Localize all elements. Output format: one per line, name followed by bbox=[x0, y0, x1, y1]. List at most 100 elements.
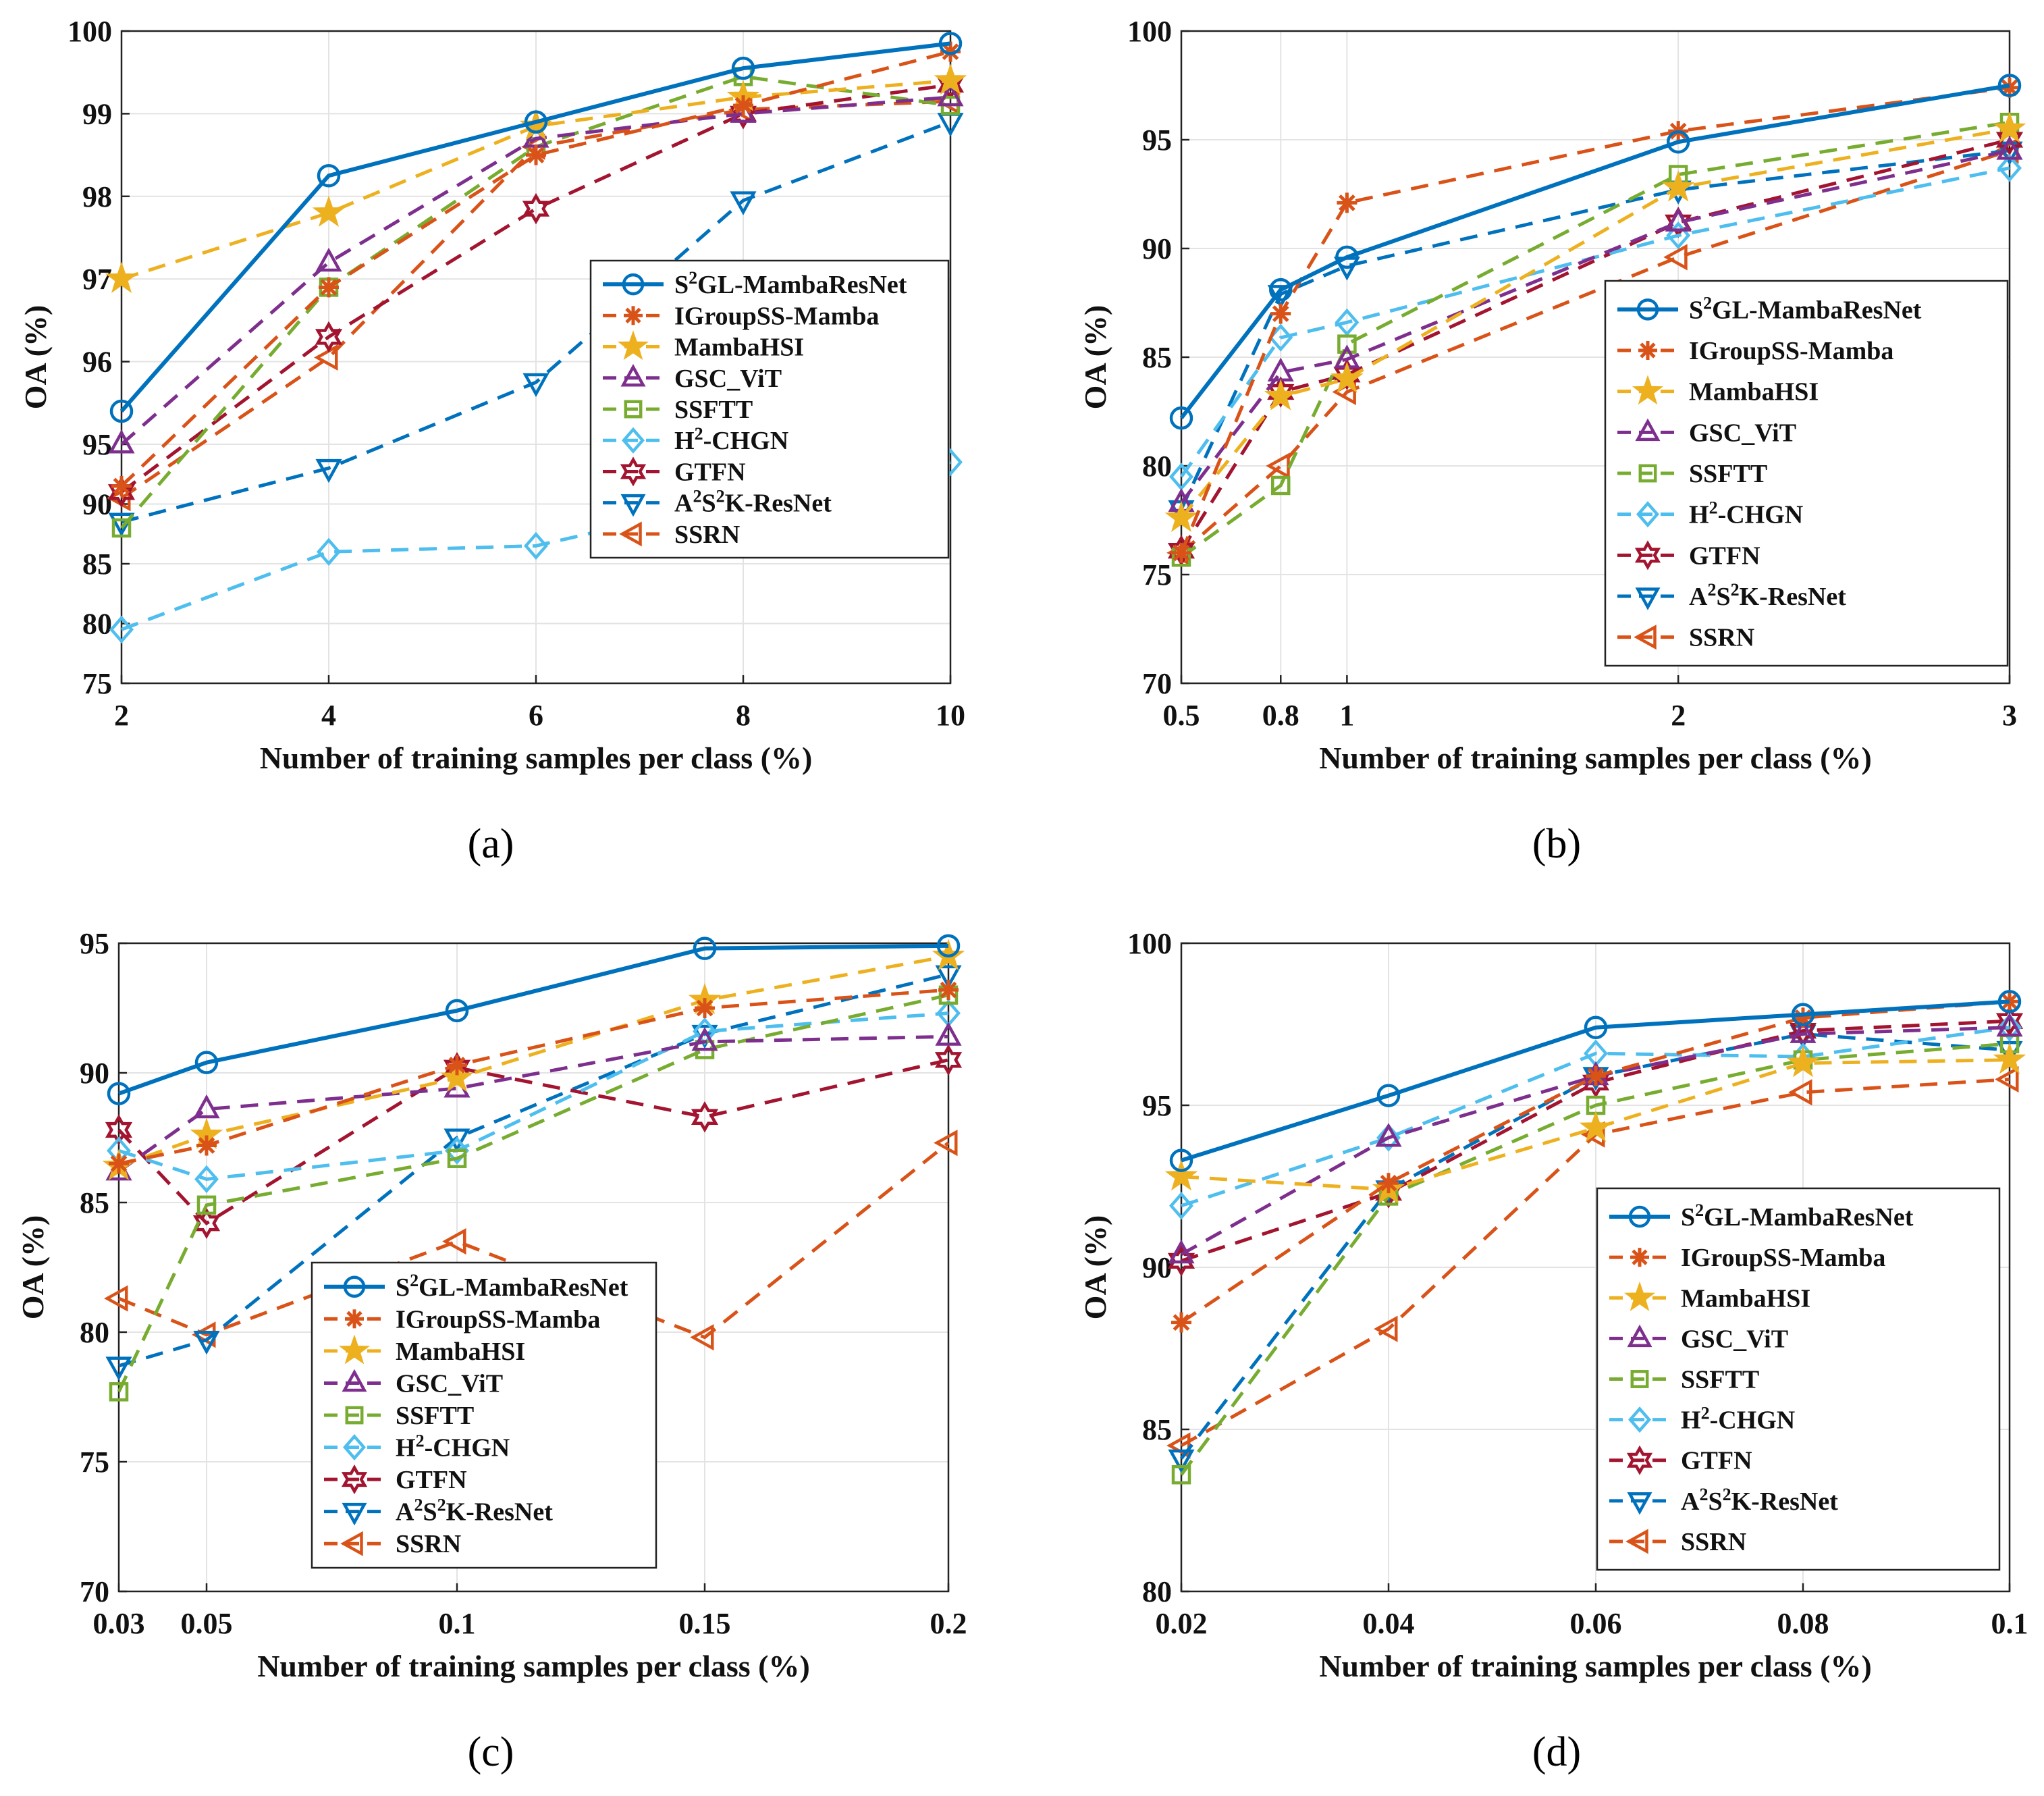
legend-item: SSFTT bbox=[603, 396, 753, 424]
y-tick-label: 85 bbox=[82, 548, 112, 581]
data-point-IGroupSS-Mamba bbox=[695, 998, 715, 1018]
y-tick-label: 97 bbox=[82, 263, 112, 296]
legend-item: S2GL-MambaResNet bbox=[1609, 1200, 1914, 1232]
data-point-S2GL-MambaResNet bbox=[1169, 406, 1193, 430]
legend-label: IGroupSS-Mamba bbox=[1681, 1244, 1885, 1272]
data-point-GSC_ViT bbox=[193, 1094, 220, 1119]
legend-label: SSFTT bbox=[1681, 1366, 1759, 1394]
legend-marker bbox=[1627, 1324, 1652, 1348]
data-point-IGroupSS-Mamba bbox=[938, 980, 959, 1001]
legend-item: IGroupSS-Mamba bbox=[1609, 1244, 1885, 1272]
data-point-GSC_ViT bbox=[691, 1027, 718, 1051]
data-point-GSC_ViT bbox=[1790, 1019, 1817, 1043]
legend-item: SSFTT bbox=[1617, 460, 1767, 488]
y-tick-label: 90 bbox=[1142, 232, 1172, 265]
legend-item: A2S2K-ResNet bbox=[603, 486, 832, 518]
legend-label: GTFN bbox=[1681, 1447, 1752, 1475]
series-group bbox=[105, 32, 967, 644]
data-point-IGroupSS-Mamba bbox=[526, 144, 546, 165]
legend-item: GSC_ViT bbox=[1609, 1324, 1788, 1353]
legend-item: IGroupSS-Mamba bbox=[1617, 337, 1893, 365]
y-tick-label: 95 bbox=[80, 927, 109, 960]
legend-label: GTFN bbox=[1689, 542, 1760, 570]
data-point-SSFTT bbox=[196, 1195, 217, 1215]
legend-marker bbox=[342, 1369, 367, 1392]
legend-marker bbox=[1623, 1281, 1656, 1311]
y-tick-label: 90 bbox=[1142, 1251, 1172, 1284]
legend-label: H2-CHGN bbox=[396, 1431, 510, 1462]
legend-label: IGroupSS-Mamba bbox=[1689, 337, 1893, 365]
legend-item: A2S2K-ResNet bbox=[1609, 1484, 1838, 1516]
data-point-IGroupSS-Mamba bbox=[447, 1055, 467, 1076]
data-point-S2GL-MambaResNet bbox=[1335, 245, 1359, 269]
panel-d-chart: 0.02 0.04 0.06 0.08 0.1 80 85 90 95 100 Number of … bbox=[1078, 927, 2028, 1683]
legend-marker bbox=[1625, 1529, 1648, 1554]
panel-a-chart: 2 4 6 8 10 75 80 85 90 95 96 97 98 99 100 Number of tra… bbox=[18, 15, 967, 775]
legend-item: GSC_ViT bbox=[1617, 418, 1796, 447]
legend-marker bbox=[617, 330, 649, 361]
data-point-A2S2K-ResNet bbox=[193, 1331, 220, 1355]
data-point-SSFTT bbox=[111, 518, 132, 538]
data-point-H2-CHGN bbox=[317, 537, 341, 566]
series-line-S2GL-MambaResNet bbox=[1179, 83, 2010, 419]
legend-marker bbox=[1634, 540, 1661, 571]
y-tick-label: 90 bbox=[82, 488, 112, 521]
x-axis-label: Number of training samples per class (%) bbox=[257, 1649, 810, 1683]
data-point-H2-CHGN bbox=[194, 1165, 219, 1194]
legend-marker bbox=[624, 400, 643, 419]
legend-item: IGroupSS-Mamba bbox=[603, 302, 879, 330]
series-line-MambaHSI bbox=[1180, 127, 2010, 519]
y-tick-label: 70 bbox=[80, 1575, 109, 1608]
x-tick-label: 3 bbox=[2002, 699, 2017, 732]
data-point-GTFN bbox=[1167, 535, 1195, 566]
legend-label: S2GL-MambaResNet bbox=[396, 1270, 628, 1302]
legend-marker bbox=[1632, 375, 1664, 405]
series-group bbox=[1164, 74, 2026, 567]
legend-item: MambaHSI bbox=[603, 330, 804, 362]
legend-marker bbox=[622, 273, 645, 296]
x-tick-label: 0.02 bbox=[1156, 1607, 1208, 1640]
legend-marker bbox=[1636, 501, 1659, 528]
x-tick-label: 0.03 bbox=[93, 1607, 145, 1640]
data-point-H2-CHGN bbox=[109, 615, 134, 644]
y-tick-label: 85 bbox=[80, 1186, 109, 1219]
legend-item: SSFTT bbox=[1609, 1366, 1759, 1394]
legend-marker bbox=[342, 1502, 367, 1526]
y-tick-label: 99 bbox=[82, 97, 112, 130]
legend-item: S2GL-MambaResNet bbox=[1617, 293, 1922, 324]
legend-label: MambaHSI bbox=[674, 334, 804, 362]
legend-marker bbox=[1636, 298, 1659, 321]
data-point-H2-CHGN bbox=[1666, 221, 1691, 250]
legend-item: MambaHSI bbox=[1609, 1281, 1810, 1313]
legend: S2GL-MambaResNet IGroupSS-Mamba MambaHSI GS… bbox=[311, 1261, 657, 1569]
data-point-H2-CHGN bbox=[1169, 1192, 1193, 1220]
data-point-A2S2K-ResNet bbox=[1168, 1449, 1195, 1474]
data-point-IGroupSS-Mamba bbox=[1337, 192, 1357, 213]
legend-marker bbox=[1638, 464, 1657, 483]
y-tick-label: 80 bbox=[1142, 450, 1172, 483]
y-tick-label: 95 bbox=[82, 428, 112, 461]
x-tick-label: 0.04 bbox=[1363, 1607, 1415, 1640]
data-point-MambaHSI bbox=[1164, 500, 1198, 532]
data-point-S2GL-MambaResNet bbox=[1376, 1084, 1401, 1107]
legend-marker bbox=[340, 1531, 363, 1556]
data-point-MambaHSI bbox=[1164, 1159, 1198, 1191]
series-line-SSRN bbox=[1180, 149, 2010, 554]
data-point-A2S2K-ResNet bbox=[315, 458, 342, 483]
series-group bbox=[1164, 990, 2026, 1485]
legend-label: A2S2K-ResNet bbox=[396, 1495, 553, 1527]
legend-item: H2-CHGN bbox=[603, 424, 788, 455]
legend-item: MambaHSI bbox=[1617, 375, 1819, 406]
x-tick-label: 0.05 bbox=[181, 1607, 233, 1640]
data-point-IGroupSS-Mamba bbox=[1270, 303, 1291, 324]
data-point-S2GL-MambaResNet bbox=[1169, 1148, 1193, 1172]
legend-label: MambaHSI bbox=[1689, 378, 1819, 406]
data-point-A2S2K-ResNet bbox=[443, 1128, 470, 1153]
data-point-MambaHSI bbox=[934, 63, 967, 95]
data-point-H2-CHGN bbox=[1335, 308, 1360, 337]
legend-marker bbox=[620, 494, 646, 517]
data-point-SSFTT bbox=[1270, 475, 1291, 496]
x-tick-label: 0.2 bbox=[930, 1607, 967, 1640]
panel-c-caption: (c) bbox=[468, 1729, 514, 1775]
data-point-SSFTT bbox=[1171, 1464, 1191, 1485]
